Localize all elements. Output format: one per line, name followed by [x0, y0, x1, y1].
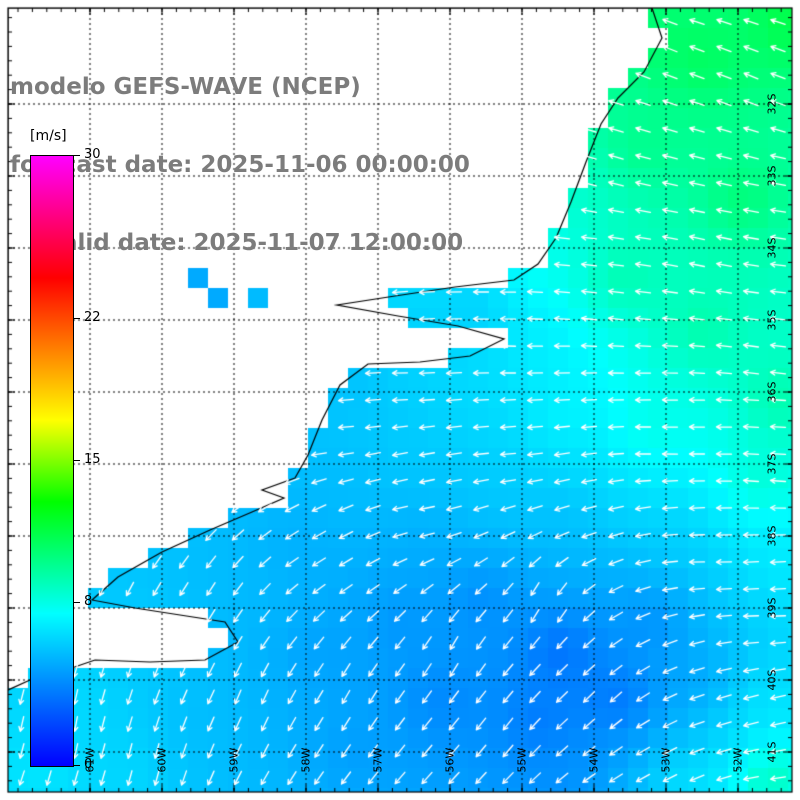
- colorbar-tick-label: 15: [84, 452, 101, 467]
- lat-tick-label: 36S: [765, 381, 779, 403]
- lon-tick-label: 57W: [371, 747, 385, 773]
- colorbar-tick-label: 0: [84, 757, 93, 772]
- lat-tick-label: 40S: [765, 669, 779, 691]
- lon-tick-label: 60W: [155, 747, 169, 773]
- colorbar-tick: [74, 602, 80, 604]
- lat-tick-label: 41S: [765, 741, 779, 763]
- colorbar-unit-label: [m/s]: [30, 128, 67, 144]
- colorbar-tick-label: 8: [84, 594, 93, 610]
- colorbar-tick-label: 30: [84, 147, 101, 162]
- model-title: modelo GEFS-WAVE (NCEP): [10, 74, 361, 100]
- colorbar-tick: [74, 317, 80, 319]
- colorbar: [m/s] 30 22 15 8 0: [28, 128, 148, 778]
- lat-tick-label: 35S: [765, 309, 779, 331]
- lon-tick-label: 53W: [659, 747, 673, 773]
- colorbar-tick: [74, 765, 80, 766]
- lon-tick-label: 55W: [515, 747, 529, 773]
- lon-tick-label: 61W: [83, 747, 97, 773]
- lon-tick-label: 58W: [299, 747, 313, 773]
- lat-tick-label: 39S: [765, 597, 779, 619]
- colorbar-tick: [74, 460, 80, 461]
- colorbar-tick-label: 22: [84, 309, 101, 325]
- lat-tick-label: 34S: [765, 237, 779, 259]
- lat-tick-label: 32S: [765, 93, 779, 115]
- lat-tick-label: 38S: [765, 525, 779, 547]
- colorbar-gradient: [30, 155, 74, 767]
- lon-tick-label: 54W: [587, 747, 601, 773]
- lon-tick-label: 52W: [731, 747, 745, 773]
- colorbar-tick: [74, 155, 80, 156]
- lon-tick-label: 56W: [443, 747, 457, 773]
- lon-tick-label: 59W: [227, 747, 241, 773]
- lat-tick-label: 33S: [765, 165, 779, 187]
- lat-tick-label: 37S: [765, 453, 779, 475]
